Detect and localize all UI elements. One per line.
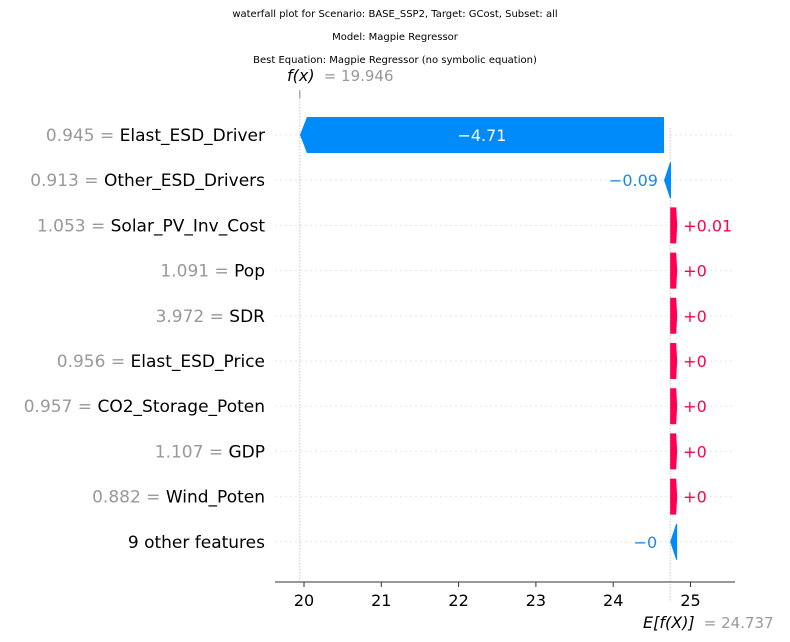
feature-name: GDP bbox=[228, 442, 265, 462]
guide-layer bbox=[299, 90, 671, 602]
chart-subtitle-equation: Best Equation: Magpie Regressor (no symb… bbox=[253, 55, 537, 66]
label-layer: 0.945 = Elast_ESD_Driver −4.71 0.913 = Oth… bbox=[24, 126, 733, 553]
shap-value-label: +0 bbox=[683, 442, 707, 461]
fx-label: f(x) bbox=[287, 66, 315, 85]
shap-value-label: +0 bbox=[683, 352, 707, 371]
feature-label: 0.956 = Elast_ESD_Price bbox=[57, 352, 265, 372]
ex-annotation: E[f(X)] = 24.737 bbox=[643, 613, 774, 632]
feature-name: Elast_ESD_Driver bbox=[120, 126, 265, 146]
feature-label: 3.972 = SDR bbox=[156, 307, 266, 327]
feature-name: 9 other features bbox=[128, 533, 265, 553]
feature-label: 0.945 = Elast_ESD_Driver bbox=[46, 126, 265, 146]
feature-label: 1.107 = GDP bbox=[155, 442, 265, 462]
ex-label: E[f(X)] bbox=[643, 613, 695, 632]
feature-name: SDR bbox=[229, 307, 265, 327]
x-tick-label: 20 bbox=[294, 591, 314, 610]
x-tick-label: 24 bbox=[603, 591, 623, 610]
shap-value-label: −0 bbox=[634, 533, 658, 552]
x-tick-label: 25 bbox=[680, 591, 700, 610]
feature-label: 0.957 = CO2_Storage_Poten bbox=[24, 397, 265, 417]
feature-name: CO2_Storage_Poten bbox=[97, 397, 265, 417]
feature-label: 0.882 = Wind_Poten bbox=[92, 488, 265, 508]
feature-label: 0.913 = Other_ESD_Drivers bbox=[30, 171, 265, 191]
positive-bar bbox=[670, 207, 678, 244]
feature-name: Pop bbox=[234, 262, 265, 282]
feature-value: 1.091 = bbox=[160, 262, 234, 282]
feature-label: 1.091 = Pop bbox=[160, 262, 265, 282]
positive-bar bbox=[670, 433, 678, 470]
fx-annotation: f(x) = 19.946 bbox=[287, 66, 394, 85]
shap-value-label: −4.71 bbox=[457, 126, 506, 145]
shap-value-label: +0 bbox=[683, 262, 707, 281]
feature-value: 0.957 = bbox=[24, 397, 98, 417]
feature-value: 1.053 = bbox=[37, 216, 111, 236]
positive-bar bbox=[670, 343, 678, 379]
positive-bar bbox=[670, 388, 678, 425]
positive-bar bbox=[670, 478, 678, 515]
negative-bar bbox=[664, 162, 672, 199]
bar-layer bbox=[299, 117, 678, 560]
feature-value: 0.956 = bbox=[57, 352, 131, 372]
chart-subtitle-model: Model: Magpie Regressor bbox=[332, 32, 458, 43]
negative-bar bbox=[299, 117, 665, 153]
shap-value-label: +0 bbox=[683, 397, 707, 416]
shap-value-label: +0 bbox=[683, 307, 707, 326]
feature-name: Wind_Poten bbox=[166, 488, 265, 508]
x-tick-label: 23 bbox=[526, 591, 546, 610]
shap-value-label: +0.01 bbox=[683, 216, 732, 235]
negative-bar bbox=[670, 523, 678, 560]
grid-layer bbox=[275, 134, 735, 543]
shap-value-label: −0.09 bbox=[609, 171, 658, 190]
feature-value: 0.945 = bbox=[46, 126, 120, 146]
x-tick-label: 22 bbox=[448, 591, 468, 610]
feature-value: 3.972 = bbox=[156, 307, 230, 327]
feature-label: 1.053 = Solar_PV_Inv_Cost bbox=[37, 216, 265, 236]
feature-value: 0.913 = bbox=[30, 171, 104, 191]
fx-value: = 19.946 bbox=[324, 67, 394, 85]
shap-value-label: +0 bbox=[683, 488, 707, 507]
x-tick-label: 21 bbox=[371, 591, 391, 610]
feature-name: Solar_PV_Inv_Cost bbox=[111, 216, 266, 236]
feature-value: 1.107 = bbox=[155, 442, 229, 462]
feature-name: Elast_ESD_Price bbox=[131, 352, 266, 372]
feature-value: 0.882 = bbox=[92, 488, 166, 508]
ex-value: = 24.737 bbox=[704, 614, 774, 632]
feature-label: 9 other features bbox=[128, 533, 265, 553]
x-axis: 20 21 22 23 24 25 bbox=[275, 581, 735, 610]
positive-bar bbox=[670, 297, 678, 334]
positive-bar bbox=[670, 252, 678, 289]
feature-name: Other_ESD_Drivers bbox=[104, 171, 265, 191]
chart-title: waterfall plot for Scenario: BASE_SSP2, … bbox=[232, 9, 558, 20]
